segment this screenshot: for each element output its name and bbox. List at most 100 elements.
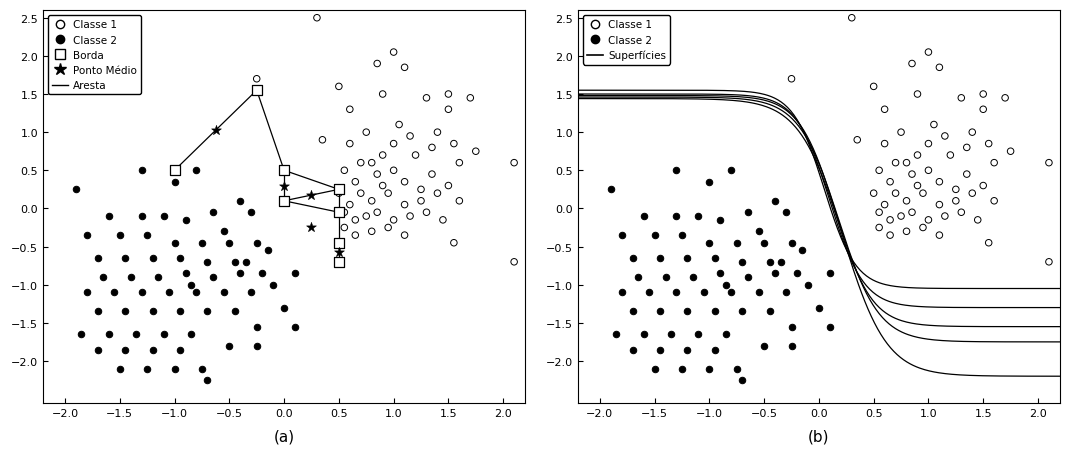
Point: [133, 167, 150, 175]
Point: [330, 240, 347, 247]
Point: [194, 365, 211, 373]
Point: [674, 232, 691, 239]
Point: [446, 141, 463, 148]
Point: [712, 270, 729, 277]
Point: [187, 289, 205, 296]
Point: [876, 202, 893, 209]
Point: [843, 15, 860, 22]
Point: [904, 61, 921, 68]
Point: [679, 346, 696, 354]
Point: [303, 224, 320, 232]
Point: [892, 213, 909, 220]
Point: [73, 331, 90, 338]
Point: [207, 127, 224, 135]
Point: [651, 255, 668, 262]
Point: [330, 84, 347, 91]
Point: [237, 258, 254, 266]
Point: [876, 141, 893, 148]
Point: [755, 342, 772, 349]
Point: [931, 65, 948, 72]
Point: [871, 209, 888, 217]
Point: [674, 365, 691, 373]
Point: [187, 167, 205, 175]
Point: [435, 217, 452, 224]
Point: [909, 91, 926, 98]
Point: [199, 308, 216, 315]
Point: [412, 198, 429, 205]
Point: [363, 228, 380, 235]
Point: [386, 49, 403, 56]
Point: [778, 289, 795, 296]
Point: [734, 258, 751, 266]
Point: [904, 209, 921, 217]
Point: [915, 190, 932, 197]
Point: [462, 95, 479, 102]
Point: [761, 258, 779, 266]
Point: [182, 331, 199, 338]
Point: [336, 167, 353, 175]
Legend: Classe 1, Classe 2, Superfícies: Classe 1, Classe 2, Superfícies: [583, 16, 670, 66]
Point: [718, 331, 735, 338]
Point: [275, 198, 292, 205]
Point: [959, 144, 976, 152]
Point: [959, 171, 976, 178]
Point: [336, 209, 353, 217]
Point: [1040, 258, 1057, 266]
Point: [739, 274, 756, 281]
Point: [286, 324, 303, 331]
Point: [396, 179, 413, 186]
Point: [767, 198, 784, 205]
Point: [931, 202, 948, 209]
Point: [700, 240, 718, 247]
Point: [101, 331, 118, 338]
Point: [358, 129, 375, 136]
Point: [931, 232, 948, 239]
Point: [646, 232, 663, 239]
Point: [941, 152, 959, 159]
Point: [750, 228, 767, 235]
Point: [892, 129, 909, 136]
Point: [94, 274, 111, 281]
Point: [920, 167, 937, 175]
Point: [723, 167, 740, 175]
Point: [368, 61, 386, 68]
Point: [418, 95, 435, 102]
Point: [275, 182, 292, 190]
Point: [925, 121, 942, 129]
Point: [684, 274, 702, 281]
Point: [887, 190, 904, 197]
Point: [117, 255, 134, 262]
Point: [668, 289, 685, 296]
Point: [679, 308, 696, 315]
Point: [695, 289, 712, 296]
Point: [221, 342, 238, 349]
Point: [975, 182, 992, 190]
Point: [947, 186, 964, 193]
Point: [368, 171, 386, 178]
Point: [78, 232, 95, 239]
Point: [117, 346, 134, 354]
Point: [138, 365, 155, 373]
Point: [275, 304, 292, 312]
Point: [117, 308, 134, 315]
Point: [778, 209, 795, 217]
Point: [811, 304, 828, 312]
Point: [199, 377, 216, 384]
Point: [865, 190, 883, 197]
Point: [909, 182, 926, 190]
Point: [728, 240, 745, 247]
Point: [734, 308, 751, 315]
Point: [199, 258, 216, 266]
Point: [690, 213, 707, 220]
Point: [428, 190, 446, 197]
Point: [920, 49, 937, 56]
Point: [374, 91, 391, 98]
Point: [767, 270, 784, 277]
Point: [155, 213, 172, 220]
Point: [614, 232, 631, 239]
Point: [663, 331, 680, 338]
Point: [111, 365, 129, 373]
Point: [166, 179, 183, 186]
Point: [668, 167, 685, 175]
Point: [145, 255, 162, 262]
